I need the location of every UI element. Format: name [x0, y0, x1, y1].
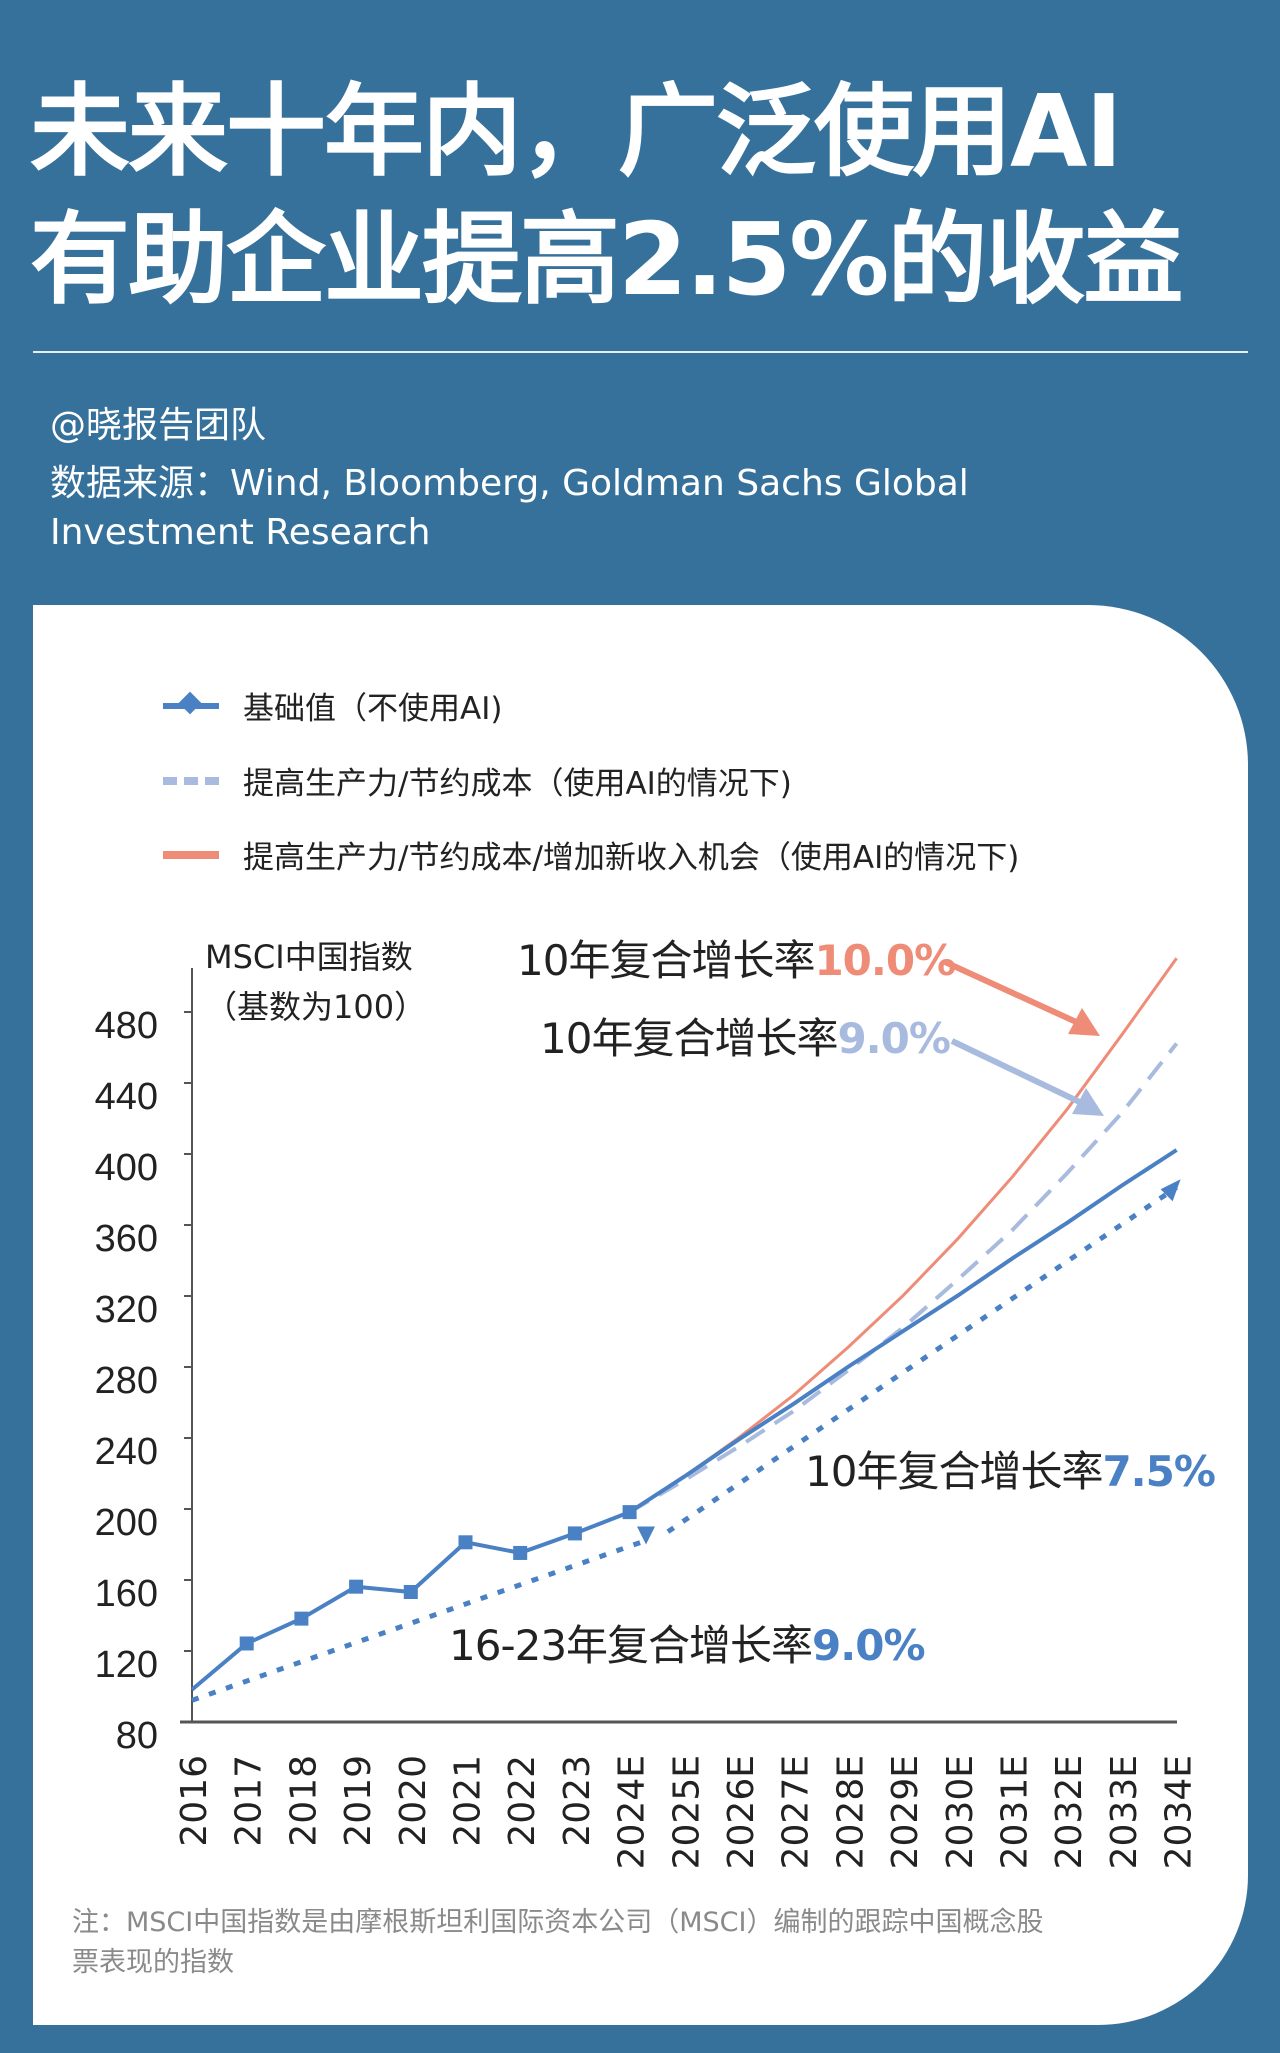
- legend-label: 提高生产力/节约成本/增加新收入机会（使用AI的情况下): [243, 840, 1020, 876]
- note-line-2: 票表现的指数: [72, 1947, 234, 1978]
- note-line-1: 注：MSCI中国指数是由摩根斯坦利国际资本公司（MSCI）编制的跟踪中国概念股: [72, 1907, 1044, 1938]
- arrow-blue: [950, 1038, 1092, 1110]
- legend-item-productivity: 提高生产力/节约成本（使用AI的情况下): [163, 758, 792, 803]
- y-tick-label: 360: [95, 1218, 158, 1260]
- x-tick-label: 2017: [229, 1755, 270, 1847]
- x-tick-label: 2029E: [885, 1755, 926, 1869]
- divider: [33, 351, 1248, 353]
- x-tick-label: 2034E: [1159, 1755, 1200, 1869]
- title-line-1: 未来十年内，广泛使用AI: [30, 73, 1123, 190]
- legend-item-full-ai: 提高生产力/节约成本/增加新收入机会（使用AI的情况下): [163, 832, 1019, 877]
- source-line-2: Investment Research: [50, 512, 431, 553]
- source-line-1: 数据来源：Wind, Bloomberg, Goldman Sachs Glob…: [50, 463, 969, 504]
- y-tick-label: 320: [95, 1289, 158, 1331]
- x-tick-label: 2022: [502, 1755, 543, 1847]
- trend-dotted-line-1: [191, 1538, 647, 1703]
- series-line-baseline: [190, 1148, 1178, 1692]
- x-tick-label: 2020: [393, 1755, 434, 1847]
- x-tick-label: 2026E: [721, 1755, 762, 1869]
- arrow-blue-head: [1072, 1088, 1104, 1116]
- legend-dashed-line-icon: [163, 776, 219, 785]
- x-tick-label: 2033E: [1104, 1755, 1145, 1869]
- title-line-2: 有助企业提高2.5%的收益: [30, 201, 1183, 318]
- baseline-marker: [239, 1636, 254, 1651]
- arrow-red-head: [1068, 1008, 1100, 1036]
- growth-annotation: 10年复合增长率10.0%: [517, 936, 955, 985]
- growth-annotation: 16-23年复合增长率9.0%: [449, 1621, 925, 1670]
- x-tick-label: 2027E: [776, 1755, 817, 1869]
- x-tick-label: 2028E: [830, 1755, 871, 1869]
- trend-dotted-line-2: [666, 1185, 1179, 1534]
- x-tick-label: 2018: [283, 1755, 324, 1847]
- y-tick-label: 280: [95, 1360, 158, 1402]
- y-tick-label: 480: [95, 1005, 158, 1047]
- baseline-marker: [622, 1505, 637, 1520]
- series-line-productivity: [628, 1042, 1179, 1514]
- legend-label: 提高生产力/节约成本（使用AI的情况下): [243, 766, 792, 802]
- y-tick-label: 440: [95, 1076, 158, 1118]
- y-tick-label: 120: [95, 1644, 158, 1686]
- y-tick-label: 240: [95, 1431, 158, 1473]
- x-tick-label: 2025E: [666, 1755, 707, 1869]
- baseline-marker: [294, 1611, 309, 1626]
- x-tick-label: 2030E: [940, 1755, 981, 1869]
- trend-arrowhead: [1160, 1179, 1181, 1202]
- growth-annotation: 10年复合增长率7.5%: [805, 1447, 1215, 1496]
- legend-label: 基础值（不使用AI): [243, 691, 503, 727]
- baseline-marker: [403, 1585, 418, 1599]
- x-tick-label: 2024E: [612, 1755, 653, 1869]
- y-tick-label: 160: [95, 1573, 158, 1615]
- chart-card: [33, 605, 1248, 2025]
- y-tick-label: 400: [95, 1147, 158, 1189]
- legend-diamond-line-icon: [163, 691, 219, 714]
- author: @晓报告团队: [50, 405, 267, 446]
- x-tick-label: 2019: [338, 1755, 379, 1847]
- trend-arrowhead: [637, 1526, 656, 1545]
- arrow-red: [943, 959, 1087, 1029]
- y-tick-label: 80: [116, 1715, 158, 1757]
- growth-annotation: 10年复合增长率9.0%: [540, 1014, 950, 1063]
- x-tick-label: 2016: [174, 1755, 215, 1847]
- baseline-marker: [513, 1545, 528, 1560]
- baseline-marker: [349, 1579, 364, 1594]
- baseline-marker: [567, 1526, 582, 1541]
- y-axis-title: MSCI中国指数: [205, 938, 413, 976]
- x-tick-label: 2031E: [995, 1755, 1036, 1869]
- x-tick-label: 2023: [557, 1755, 598, 1847]
- y-axis-subtitle: （基数为100）: [205, 988, 426, 1026]
- y-tick-label: 200: [95, 1502, 158, 1544]
- legend-item-baseline: 基础值（不使用AI): [163, 683, 502, 728]
- x-tick-label: 2032E: [1049, 1755, 1090, 1869]
- baseline-marker: [458, 1535, 473, 1550]
- x-tick-label: 2021: [448, 1755, 489, 1847]
- legend-solid-line-icon: [163, 850, 219, 859]
